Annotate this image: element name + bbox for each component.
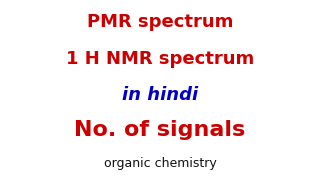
- Text: in hindi: in hindi: [122, 86, 198, 104]
- Text: PMR spectrum: PMR spectrum: [87, 13, 233, 31]
- Text: No. of signals: No. of signals: [74, 120, 246, 140]
- Text: organic chemistry: organic chemistry: [104, 157, 216, 170]
- Text: 1 H NMR spectrum: 1 H NMR spectrum: [66, 50, 254, 68]
